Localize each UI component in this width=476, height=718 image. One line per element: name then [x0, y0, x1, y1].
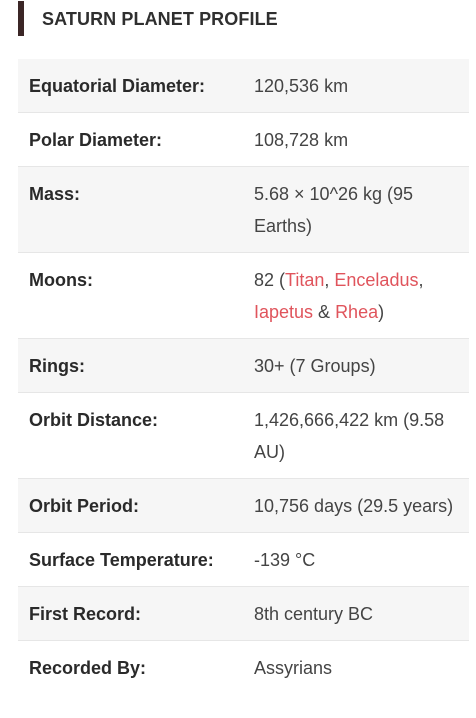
table-row-rings: Rings: 30+ (7 Groups) [18, 338, 469, 393]
row-value: 10,756 days (29.5 years) [254, 496, 454, 516]
row-value: -139 °C [254, 550, 316, 570]
table-row-first-record: First Record: 8th century BC [18, 586, 469, 641]
moons-count: 82 ( [254, 270, 286, 290]
moon-separator: , [324, 270, 335, 290]
row-value: 1,426,666,422 km (9.58 AU) [254, 410, 445, 462]
row-value: 5.68 × 10^26 kg (95 Earths) [254, 184, 414, 236]
row-label: Rings: [29, 356, 85, 376]
row-value: 120,536 km [254, 76, 349, 96]
table-row-polar-diameter: Polar Diameter: 108,728 km [18, 112, 469, 167]
moon-link-iapetus[interactable]: Iapetus [254, 302, 314, 322]
row-label: Polar Diameter: [29, 130, 163, 150]
table-row-moons: Moons: 82 (Titan, Enceladus, Iapetus & R… [18, 252, 469, 339]
row-label: Moons: [29, 270, 93, 290]
moon-link-titan[interactable]: Titan [285, 270, 325, 290]
heading-accent-bar [18, 1, 24, 36]
moon-link-enceladus[interactable]: Enceladus [334, 270, 419, 290]
table-row-orbit-distance: Orbit Distance: 1,426,666,422 km (9.58 A… [18, 392, 469, 479]
moons-close: ) [378, 302, 385, 322]
row-label: Orbit Period: [29, 496, 140, 516]
row-value: 108,728 km [254, 130, 349, 150]
table-row-recorded-by: Recorded By: Assyrians [18, 640, 469, 694]
row-label: Equatorial Diameter: [29, 76, 206, 96]
section-heading: SATURN PLANET PROFILE [0, 1, 476, 37]
table-row-orbit-period: Orbit Period: 10,756 days (29.5 years) [18, 478, 469, 533]
row-label: Orbit Distance: [29, 410, 159, 430]
row-label: Surface Temperature: [29, 550, 214, 570]
planet-profile-table: Equatorial Diameter: 120,536 km Polar Di… [18, 59, 469, 694]
row-label: Mass: [29, 184, 81, 204]
moon-separator: & [313, 302, 336, 322]
page-title: SATURN PLANET PROFILE [42, 9, 278, 29]
row-value-moons: 82 (Titan, Enceladus, Iapetus & Rhea) [254, 253, 469, 338]
row-label: Recorded By: [29, 658, 147, 678]
row-value: 8th century BC [254, 604, 374, 624]
table-row-equatorial-diameter: Equatorial Diameter: 120,536 km [18, 59, 469, 113]
row-value: 30+ (7 Groups) [254, 356, 376, 376]
row-label: First Record: [29, 604, 142, 624]
moon-link-rhea[interactable]: Rhea [335, 302, 379, 322]
row-value: Assyrians [254, 658, 333, 678]
moon-separator: , [418, 270, 424, 290]
table-row-mass: Mass: 5.68 × 10^26 kg (95 Earths) [18, 166, 469, 253]
table-row-surface-temperature: Surface Temperature: -139 °C [18, 532, 469, 587]
